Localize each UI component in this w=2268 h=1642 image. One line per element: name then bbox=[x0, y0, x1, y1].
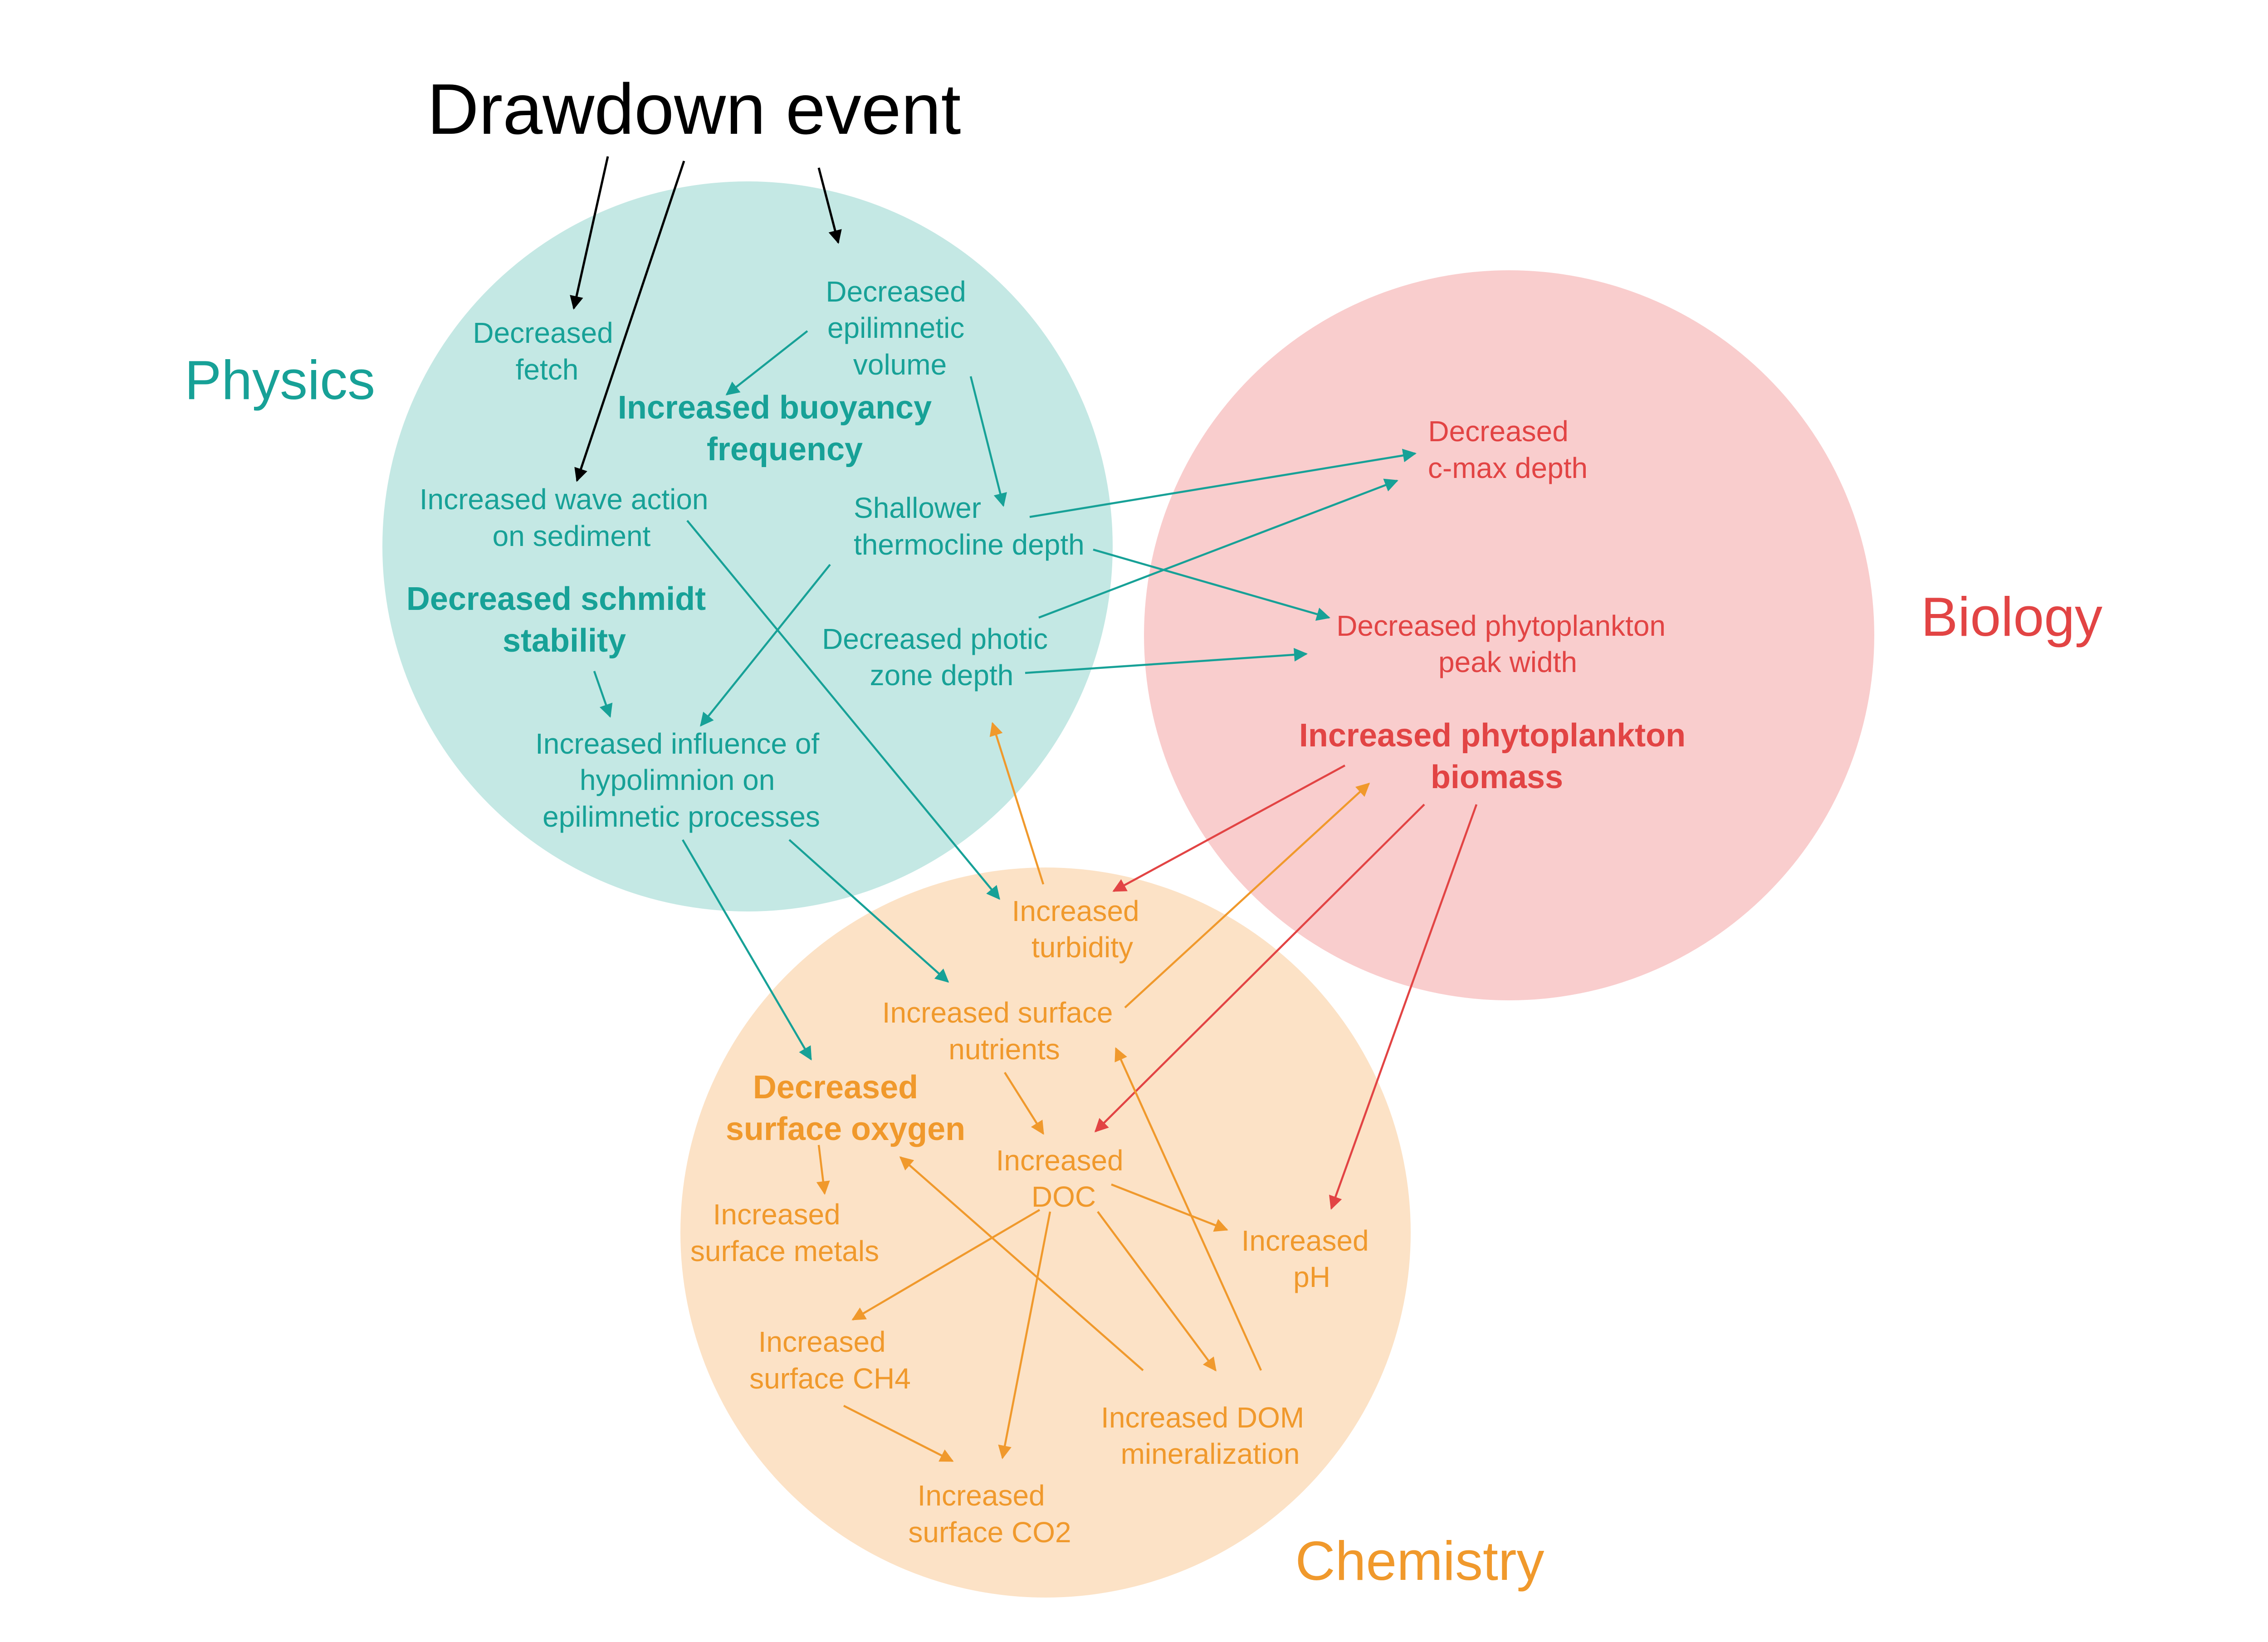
node-increased-phytoplankton-biomass: Increased phytoplankton biomass bbox=[1299, 717, 1695, 795]
arrow-decreased-epi-volume-to-increased-buoyancy bbox=[725, 330, 808, 395]
arrow-decreased-photic-to-decreased-peak-width bbox=[1025, 648, 1308, 674]
arrow-increased-turbidity-to-decreased-photic bbox=[989, 722, 1045, 885]
arrow-increased-ch4-to-increased-co2 bbox=[843, 1404, 954, 1462]
arrow-drawdown-event-to-decreased-epi-volume bbox=[817, 167, 842, 244]
arrow-increased-dom-to-decreased-surface-oxygen bbox=[899, 1156, 1144, 1371]
arrow-increased-wave-action-to-increased-turbidity bbox=[686, 520, 1000, 900]
physics-circle bbox=[382, 181, 1113, 911]
arrow-increased-hypolimnion-to-decreased-surface-oxygen bbox=[682, 839, 812, 1061]
biology-circle bbox=[1144, 270, 1874, 1000]
node-increased-hypolimnion-influence: Increased influence of hypolimnion on ep… bbox=[535, 727, 827, 833]
node-increased-surface-ch4: Increased surface CH4 bbox=[749, 1325, 911, 1395]
arrow-increased-doc-to-increased-ph bbox=[1111, 1183, 1228, 1232]
chemistry-group-label: Chemistry bbox=[1295, 1530, 1544, 1592]
arrow-increased-hypolimnion-to-increased-surface-nutrients bbox=[788, 839, 949, 983]
arrow-increased-phyto-biomass-to-increased-doc bbox=[1094, 804, 1425, 1133]
node-shallower-thermocline: Shallower thermocline depth bbox=[854, 492, 1085, 561]
arrow-layer bbox=[570, 156, 1478, 1462]
physics-group-label: Physics bbox=[185, 349, 375, 411]
arrow-shallower-thermocline-to-decreased-cmax bbox=[1029, 448, 1417, 518]
arrow-shallower-thermocline-to-increased-hypolimnion bbox=[700, 564, 831, 727]
arrow-increased-doc-to-increased-dom bbox=[1097, 1211, 1217, 1372]
node-decreased-surface-oxygen: Decreased surface oxygen bbox=[726, 1069, 965, 1147]
arrow-increased-dom-to-increased-surface-nutrients bbox=[1114, 1047, 1262, 1371]
node-increased-ph: Increased pH bbox=[1242, 1224, 1377, 1293]
node-decreased-phytoplankton-peak-width: Decreased phytoplankton peak width bbox=[1336, 609, 1674, 678]
arrow-shallower-thermocline-to-decreased-peak-width bbox=[1093, 548, 1330, 621]
arrow-increased-phyto-biomass-to-increased-ph bbox=[1329, 804, 1478, 1210]
arrow-decreased-epi-volume-to-shallower-thermocline bbox=[969, 376, 1007, 507]
node-increased-turbidity: Increased turbidity bbox=[1012, 895, 1148, 964]
biology-group-label: Biology bbox=[1921, 586, 2102, 648]
arrow-increased-doc-to-increased-ch4 bbox=[851, 1209, 1041, 1320]
arrow-decreased-photic-to-decreased-cmax bbox=[1038, 478, 1398, 619]
arrow-decreased-schmidt-to-increased-hypolimnion bbox=[593, 671, 613, 718]
node-increased-wave-action: Increased wave action on sediment bbox=[420, 483, 717, 552]
node-decreased-photic-zone: Decreased photic zone depth bbox=[822, 623, 1056, 692]
node-increased-surface-co2: Increased surface CO2 bbox=[908, 1479, 1071, 1549]
arrow-drawdown-event-to-increased-wave-action bbox=[574, 161, 685, 482]
node-decreased-schmidt-stability: Decreased schmidt stability bbox=[406, 581, 715, 659]
node-increased-doc: Increased DOC bbox=[996, 1144, 1132, 1213]
node-decreased-epilimnetic-volume: Decreased epilimnetic volume bbox=[826, 275, 974, 381]
node-decreased-cmax-depth: Decreased c-max depth bbox=[1428, 415, 1588, 484]
arrow-increased-surface-nutrients-to-increased-doc bbox=[1004, 1072, 1044, 1135]
node-decreased-fetch: Decreased fetch bbox=[473, 317, 621, 386]
arrow-increased-phyto-biomass-to-increased-turbidity bbox=[1112, 765, 1346, 892]
arrow-decreased-surface-oxygen-to-increased-surface-metals bbox=[816, 1145, 830, 1195]
node-increased-dom-mineralization: Increased DOM mineralization bbox=[1101, 1401, 1312, 1470]
arrow-increased-surface-nutrients-to-increased-phyto-biomass bbox=[1124, 782, 1370, 1009]
arrow-increased-doc-to-increased-co2 bbox=[998, 1211, 1051, 1459]
node-increased-buoyancy-frequency: Increased buoyancy frequency bbox=[618, 390, 941, 468]
node-increased-surface-metals: Increased surface metals bbox=[690, 1198, 879, 1267]
node-increased-surface-nutrients: Increased surface nutrients bbox=[882, 996, 1121, 1066]
diagram-title: Drawdown event bbox=[427, 69, 961, 149]
arrow-drawdown-event-to-decreased-fetch bbox=[570, 156, 609, 310]
